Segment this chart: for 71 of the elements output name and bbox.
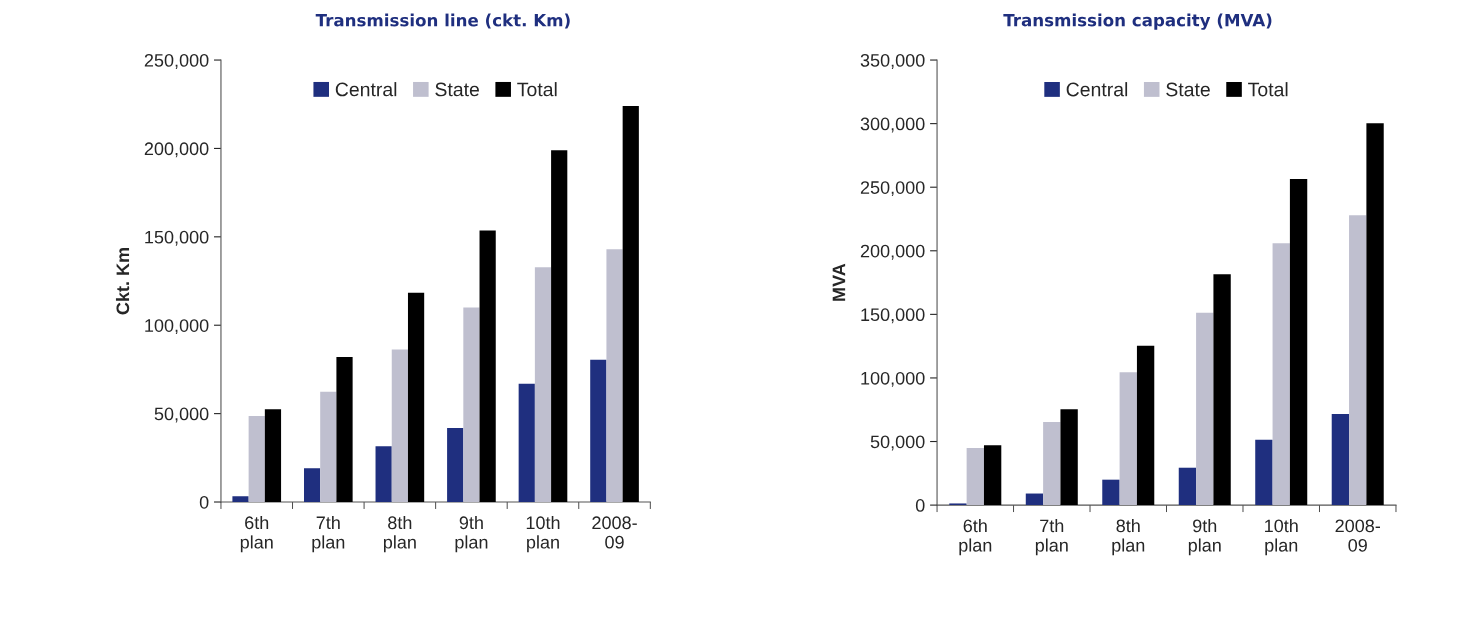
y-tick-label: 100,000 — [145, 319, 209, 335]
bar — [1102, 479, 1120, 506]
x-tick-label: 6th plan — [959, 518, 992, 556]
y-tick-label: 50,000 — [154, 407, 209, 423]
bar — [1025, 493, 1044, 506]
bar — [248, 415, 265, 503]
legend-label: Total — [1248, 82, 1288, 97]
bar — [1213, 274, 1231, 506]
x-tick-label: 7th plan — [1035, 518, 1068, 556]
x-tick-label: 2008- 09 — [592, 516, 637, 549]
bar — [407, 292, 425, 503]
legend-label: State — [435, 82, 479, 97]
x-tick-label: 8th plan — [1112, 518, 1145, 556]
bar — [391, 349, 408, 503]
bar — [1366, 123, 1384, 506]
bar — [479, 230, 496, 503]
legend-label: Central — [335, 82, 397, 97]
bar — [264, 409, 282, 503]
x-tick-label: 9th plan — [455, 515, 488, 553]
bar — [1331, 414, 1350, 506]
x-tick-label: 6th plan — [240, 515, 273, 553]
y-tick-label: 250,000 — [860, 181, 925, 197]
bar — [1255, 439, 1273, 506]
y-axis-title: MVA — [832, 263, 846, 301]
y-tick-label: 300,000 — [860, 117, 925, 133]
y-axis-title: Ckt. Km — [115, 248, 130, 315]
bar — [534, 267, 552, 503]
y-tick-label: 100,000 — [861, 371, 925, 387]
bar — [1119, 372, 1137, 506]
bar — [1289, 178, 1308, 506]
y-tick-label: 150,000 — [861, 308, 925, 324]
bar — [320, 391, 337, 503]
x-tick-label: 8th plan — [383, 515, 416, 553]
legend-label: Total — [517, 82, 557, 97]
bar — [447, 427, 464, 503]
y-tick-label: 200,000 — [860, 244, 925, 260]
bar — [518, 383, 535, 503]
bar — [1349, 215, 1367, 506]
y-tick-label: 0 — [199, 495, 209, 509]
bar — [303, 468, 321, 503]
chart-title: Transmission line (ckt. Km) — [315, 13, 570, 29]
bar — [1136, 345, 1155, 506]
y-tick-label: 50,000 — [870, 435, 925, 451]
bar — [1272, 243, 1290, 506]
bar — [606, 249, 623, 503]
bar — [232, 496, 249, 503]
bar — [1178, 467, 1197, 506]
bar — [336, 357, 353, 503]
bar — [622, 106, 639, 503]
bar — [1196, 312, 1214, 506]
bar — [1043, 421, 1061, 506]
y-tick-label: 150,000 — [145, 230, 209, 246]
y-tick-label: 350,000 — [860, 53, 925, 69]
bar — [590, 359, 607, 503]
bar — [463, 307, 480, 503]
x-tick-label: 7th plan — [312, 515, 345, 553]
bar — [551, 150, 568, 503]
x-tick-label: 10th plan — [526, 515, 560, 553]
x-tick-label: 10th plan — [1265, 518, 1298, 556]
x-tick-label: 2008- 09 — [1335, 519, 1381, 552]
legend-label: Central — [1066, 82, 1128, 97]
y-tick-label: 250,000 — [144, 53, 209, 69]
bar — [375, 446, 392, 503]
chart-title: Transmission capacity (MVA) — [1003, 13, 1272, 30]
bar — [983, 445, 1002, 506]
bar — [1060, 409, 1078, 506]
x-tick-label: 9th plan — [1188, 518, 1221, 556]
y-tick-label: 0 — [915, 499, 925, 512]
bar — [966, 447, 984, 506]
legend-label: State — [1166, 82, 1210, 97]
y-tick-label: 200,000 — [144, 142, 209, 158]
